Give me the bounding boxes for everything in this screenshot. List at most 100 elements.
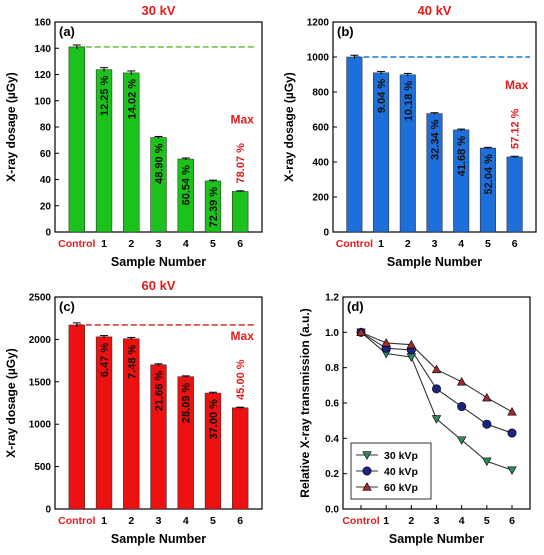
y-tick-label: 0	[45, 505, 51, 516]
panel-4: 0.0 0.2 0.4 0.6 0.8 1.0 1.2 (d) Sample Number Rel…	[298, 293, 531, 546]
y-tick-label: 500	[34, 462, 51, 473]
bar-percent-label: 57.12 %	[510, 108, 522, 149]
x-tick-label: 3	[432, 238, 438, 250]
series-3	[356, 327, 517, 416]
x-tick-label: 3	[434, 515, 440, 527]
series-point	[356, 327, 366, 336]
x-tick-label: 6	[237, 515, 243, 527]
x-tick-label: 4	[183, 238, 189, 250]
y-tick-label: 1000	[307, 53, 330, 64]
bar-percent-label: 7.48 %	[126, 345, 138, 379]
legend: 30 kVp 40 kVp 60 kVp	[350, 442, 432, 500]
x-tick-label: 5	[485, 238, 491, 250]
panel-label: (b)	[337, 24, 354, 39]
max-annotation: Max	[505, 78, 529, 92]
y-tick-label: 400	[312, 158, 329, 169]
series-point	[507, 428, 517, 438]
bar-percent-label: 52.04 %	[483, 154, 495, 195]
y-tick-label: 160	[34, 18, 51, 29]
y-tick-label: 2000	[29, 335, 52, 346]
bar-percent-label: 9.04 %	[376, 79, 388, 113]
x-tick-label: 4	[459, 515, 465, 527]
legend-marker	[362, 466, 372, 476]
series-point	[482, 457, 492, 467]
y-tick-label: 1000	[29, 420, 52, 431]
y-tick-label: 1500	[29, 377, 52, 388]
y-tick-label: 0.8	[325, 363, 339, 374]
legend-label: 60 kVp	[384, 482, 418, 494]
y-tick-label: 0.4	[325, 434, 339, 445]
x-tick-label: 5	[210, 515, 216, 527]
chart-title: 60 kV	[142, 278, 176, 293]
y-tick-label: 800	[312, 88, 329, 99]
series-point	[406, 339, 417, 349]
bar-percent-label: 48.90 %	[154, 143, 166, 184]
x-tick-label: Control	[58, 515, 95, 527]
x-tick-label: 5	[484, 515, 490, 527]
x-tick-label: Control	[342, 515, 379, 527]
x-tick-label: 6	[512, 238, 518, 250]
y-tick-label: 40	[40, 175, 52, 186]
bar	[68, 324, 85, 510]
y-axis-label: Relative X-ray transmission (a.u.)	[298, 308, 312, 497]
y-tick-label: 0.0	[325, 505, 339, 516]
y-tick-label: 100	[34, 96, 51, 107]
bar-percent-label: 6.47 %	[99, 343, 111, 377]
x-tick-label: 1	[101, 238, 107, 250]
bar	[232, 407, 249, 510]
y-axis-label: X-ray dosage (µGy)	[4, 348, 18, 458]
series-point	[482, 392, 492, 402]
legend-marker	[362, 451, 372, 460]
y-tick-label: 1.0	[325, 328, 339, 339]
max-annotation: Max	[231, 329, 255, 343]
bar-percent-label: 12.25 %	[99, 75, 111, 116]
bar	[506, 156, 523, 233]
y-tick-label: 0	[323, 228, 329, 239]
legend-marker	[362, 482, 372, 491]
bar-percent-label: 32.34 %	[430, 119, 442, 160]
y-tick-label: 200	[312, 193, 329, 204]
y-tick-label: 140	[34, 44, 51, 55]
bar-percent-label: 10.18 %	[403, 81, 415, 122]
x-tick-label: Control	[336, 238, 373, 250]
x-tick-label: 6	[237, 238, 243, 250]
x-tick-label: 5	[210, 238, 216, 250]
x-tick-label: 6	[509, 515, 515, 527]
bar-percent-label: 14.02 %	[126, 79, 138, 120]
bar-percent-label: 60.54 %	[181, 165, 193, 206]
x-axis-label: Sample Number	[111, 532, 206, 546]
y-tick-label: 0	[45, 228, 51, 239]
x-tick-label: 3	[156, 238, 162, 250]
panel-label: (a)	[59, 24, 75, 39]
x-tick-label: 1	[378, 238, 384, 250]
series-point	[431, 364, 442, 374]
y-axis-label: X-ray dosage (µGy)	[4, 72, 18, 182]
bar-percent-label: 78.07 %	[235, 143, 247, 184]
series-point	[482, 419, 492, 429]
x-tick-label: 4	[458, 238, 464, 250]
panel-3: 0 500 1000 1500 2000 2500 (c) Sample Number X-ra…	[4, 278, 263, 546]
y-tick-label: 80	[40, 123, 52, 134]
x-tick-label: 2	[128, 238, 134, 250]
x-tick-label: 1	[101, 515, 107, 527]
x-tick-label: 4	[183, 515, 189, 527]
bar	[346, 56, 363, 233]
x-axis-label: Sample Number	[389, 532, 484, 546]
series-point	[431, 384, 441, 394]
max-annotation: Max	[231, 112, 255, 126]
y-tick-label: 600	[312, 123, 329, 134]
series-point	[507, 466, 517, 475]
y-tick-label: 0.6	[325, 399, 339, 410]
series-point	[456, 376, 467, 386]
chart-title: 30 kV	[142, 3, 176, 18]
y-tick-label: 1200	[307, 18, 330, 29]
x-axis-label: Sample Number	[387, 255, 482, 269]
bar-percent-label: 37.00 %	[208, 399, 220, 440]
legend-label: 30 kVp	[384, 450, 418, 462]
series-point	[457, 402, 467, 412]
x-tick-label: 1	[383, 515, 389, 527]
panel-label: (d)	[347, 299, 364, 314]
panel-2: 0 200 400 600 800 1000 1200 (b) Sample Number X-r…	[282, 3, 537, 269]
